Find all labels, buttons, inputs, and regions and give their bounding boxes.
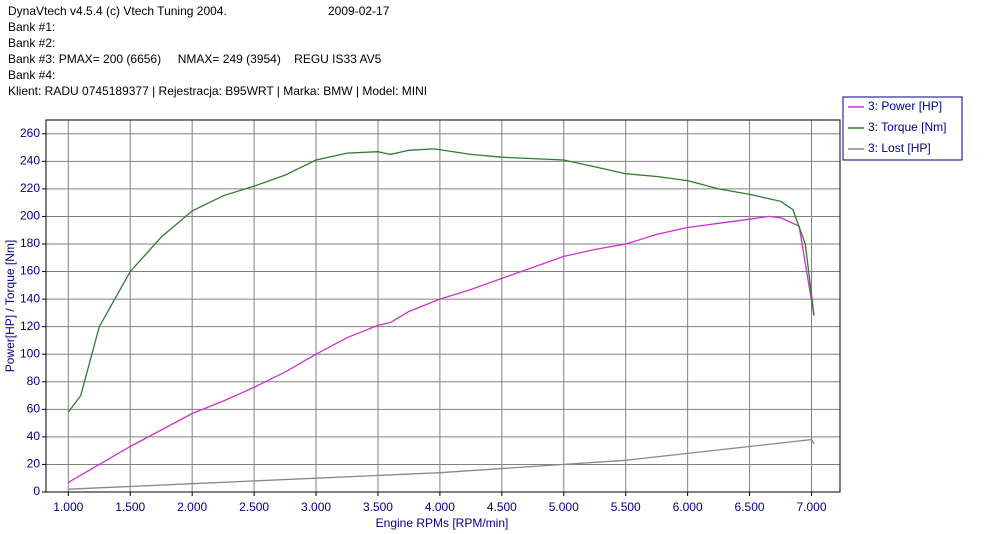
y-tick-label: 200 bbox=[20, 209, 40, 223]
y-tick-label: 120 bbox=[20, 319, 40, 333]
plot-border bbox=[45, 119, 841, 493]
plot-area bbox=[45, 119, 841, 493]
x-tick-label: 3.000 bbox=[301, 500, 331, 514]
y-tick-label: 60 bbox=[27, 402, 41, 416]
x-tick-label: 1.500 bbox=[115, 500, 145, 514]
x-tick-label: 5.000 bbox=[549, 500, 579, 514]
info-line: Bank #4: bbox=[8, 68, 56, 82]
app-title: DynaVtech v4.5.4 (c) Vtech Tuning 2004. bbox=[8, 4, 227, 18]
x-tick-label: 2.000 bbox=[177, 500, 207, 514]
y-tick-label: 180 bbox=[20, 236, 40, 250]
x-axis-label: Engine RPMs [RPM/min] bbox=[376, 516, 509, 530]
series-line bbox=[67, 148, 815, 413]
y-tick-label: 80 bbox=[27, 374, 41, 388]
x-tick-label: 5.500 bbox=[611, 500, 641, 514]
series-line bbox=[68, 438, 815, 490]
x-tick-label: 3.500 bbox=[363, 500, 393, 514]
x-tick-label: 4.000 bbox=[425, 500, 455, 514]
x-tick-label: 6.500 bbox=[735, 500, 765, 514]
y-tick-label: 0 bbox=[33, 484, 40, 498]
x-tick-label: 7.000 bbox=[796, 500, 826, 514]
y-tick-label: 100 bbox=[20, 346, 40, 360]
y-tick-label: 20 bbox=[27, 457, 41, 471]
y-axis-label: Power[HP] / Torque [Nm] bbox=[3, 240, 17, 373]
info-line: Bank #3: PMAX= 200 (6656) NMAX= 249 (395… bbox=[8, 52, 382, 66]
info-line: Bank #2: bbox=[8, 36, 56, 50]
series-line bbox=[67, 215, 815, 483]
y-tick-label: 160 bbox=[20, 264, 40, 278]
x-tick-label: 4.500 bbox=[487, 500, 517, 514]
y-tick-label: 140 bbox=[20, 291, 40, 305]
legend-label: 3: Lost [HP] bbox=[868, 141, 931, 155]
y-tick-label: 240 bbox=[20, 154, 40, 168]
legend-label: 3: Power [HP] bbox=[868, 99, 942, 113]
legend-label: 3: Torque [Nm] bbox=[868, 120, 946, 134]
y-tick-label: 40 bbox=[27, 429, 41, 443]
date: 2009-02-17 bbox=[328, 4, 390, 18]
x-tick-label: 2.500 bbox=[239, 500, 269, 514]
x-tick-label: 1.000 bbox=[53, 500, 83, 514]
y-tick-label: 220 bbox=[20, 181, 40, 195]
info-line: Klient: RADU 0745189377 | Rejestracja: B… bbox=[8, 84, 428, 98]
y-tick-label: 260 bbox=[20, 126, 40, 140]
x-tick-label: 6.000 bbox=[673, 500, 703, 514]
info-line: Bank #1: bbox=[8, 20, 56, 34]
